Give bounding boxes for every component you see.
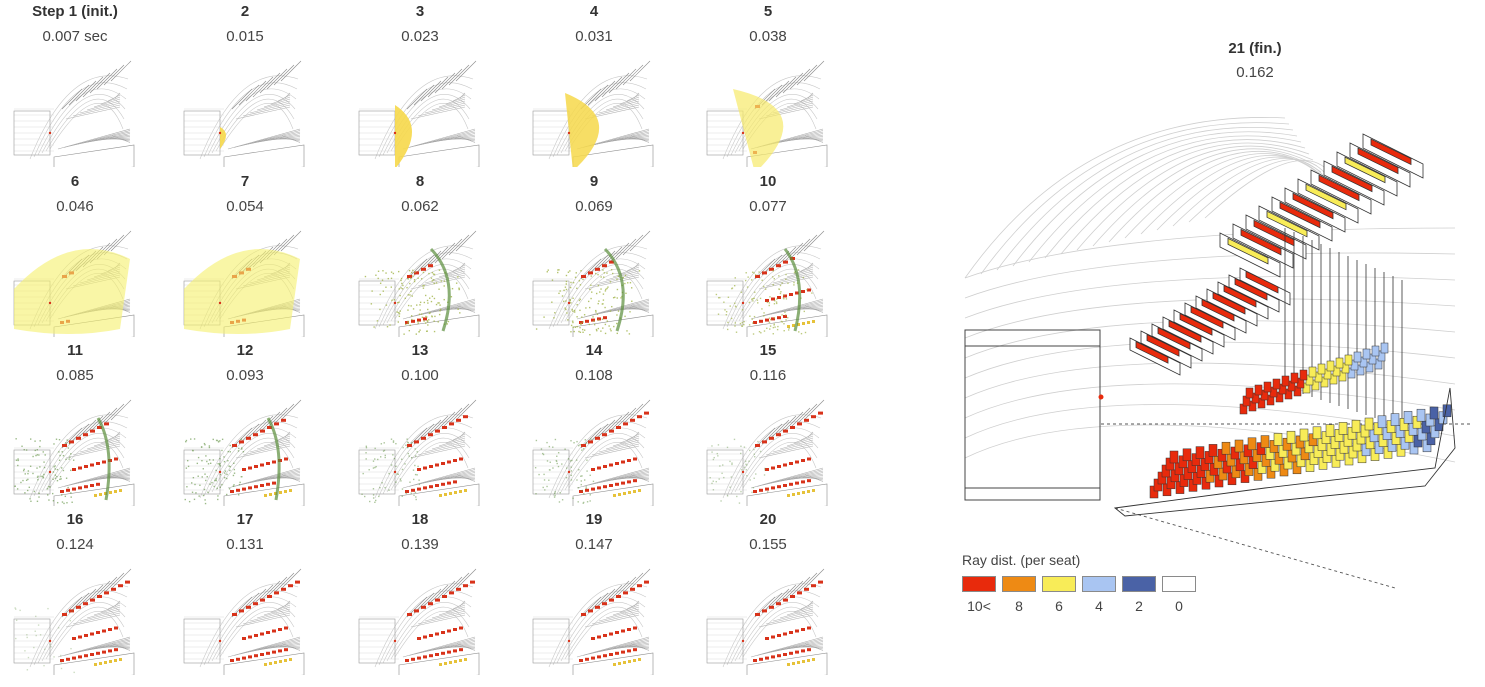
step-time: 0.100 bbox=[401, 367, 439, 384]
thumbnail-diagram bbox=[358, 399, 480, 506]
step-thumbnail: 4 0.031 bbox=[519, 3, 669, 171]
step-label: 11 bbox=[67, 342, 83, 359]
final-step-title: 21 (fin.) bbox=[1228, 40, 1282, 57]
step-label: 3 bbox=[415, 3, 425, 20]
step-label: 2 bbox=[240, 3, 250, 20]
thumbnail-diagram bbox=[532, 568, 654, 675]
step-thumbnail: 10 0.077 bbox=[693, 173, 843, 341]
step-label: 5 bbox=[763, 3, 773, 20]
step-thumbnail: 5 0.038 bbox=[693, 3, 843, 171]
step-time: 0.046 bbox=[56, 198, 94, 215]
step-thumbnail: 11 0.085 bbox=[0, 342, 150, 510]
thumbnail-diagram bbox=[183, 568, 305, 675]
step-thumbnail: 2 0.015 bbox=[170, 3, 320, 171]
thumbnail-diagram bbox=[13, 230, 135, 337]
step-label: 15 bbox=[759, 342, 777, 359]
step-label: 17 bbox=[236, 511, 254, 528]
step-label: 7 bbox=[240, 173, 250, 190]
step-time: 0.038 bbox=[749, 28, 787, 45]
thumbnail-diagram bbox=[183, 230, 305, 337]
step-thumbnail: 3 0.023 bbox=[345, 3, 495, 171]
step-time: 0.069 bbox=[575, 198, 613, 215]
step-time: 0.139 bbox=[401, 536, 439, 553]
step-time: 0.085 bbox=[56, 367, 94, 384]
thumbnail-diagram bbox=[183, 399, 305, 506]
legend-swatch bbox=[1162, 576, 1196, 592]
thumbnail-diagram bbox=[183, 60, 305, 167]
step-label: 16 bbox=[66, 511, 84, 528]
legend-swatch bbox=[1122, 576, 1156, 592]
legend-title: Ray dist. (per seat) bbox=[962, 552, 1081, 568]
legend-label: 8 bbox=[1015, 598, 1023, 614]
legend-swatch bbox=[962, 576, 996, 592]
step-label: 14 bbox=[585, 342, 603, 359]
step-time: 0.124 bbox=[56, 536, 94, 553]
step-time: 0.054 bbox=[226, 198, 264, 215]
step-thumbnail: 20 0.155 bbox=[693, 511, 843, 679]
step-label: 12 bbox=[236, 342, 254, 359]
step-time: 0.007 sec bbox=[42, 28, 108, 45]
legend-swatch bbox=[1042, 576, 1076, 592]
step-thumbnail: 13 0.100 bbox=[345, 342, 495, 510]
ray-distribution-legend: Ray dist. (per seat) 10< 8 6 4 2 0 bbox=[962, 552, 1222, 622]
step-thumbnail: 19 0.147 bbox=[519, 511, 669, 679]
legend-swatch bbox=[1002, 576, 1036, 592]
step-thumbnail: 14 0.108 bbox=[519, 342, 669, 510]
thumbnail-diagram bbox=[706, 399, 828, 506]
thumbnail-diagram bbox=[706, 230, 828, 337]
legend-label: 6 bbox=[1055, 598, 1063, 614]
thumbnail-diagram bbox=[13, 568, 135, 675]
thumbnail-diagram bbox=[13, 399, 135, 506]
step-label: 9 bbox=[589, 173, 599, 190]
thumbnail-diagram bbox=[13, 60, 135, 167]
step-label: 8 bbox=[415, 173, 425, 190]
legend-swatch bbox=[1082, 576, 1116, 592]
step-label: 13 bbox=[411, 342, 429, 359]
step-time: 0.147 bbox=[575, 536, 613, 553]
step-thumbnail: 15 0.116 bbox=[693, 342, 843, 510]
step-time: 0.077 bbox=[749, 198, 787, 215]
legend-label: 2 bbox=[1135, 598, 1143, 614]
step-label: Step 1 (init.) bbox=[32, 3, 118, 20]
step-label: 20 bbox=[759, 511, 777, 528]
step-time: 0.131 bbox=[226, 536, 264, 553]
legend-label: 0 bbox=[1175, 598, 1183, 614]
thumbnail-diagram bbox=[706, 568, 828, 675]
step-label: 19 bbox=[585, 511, 603, 528]
thumbnail-diagram bbox=[532, 230, 654, 337]
thumbnail-diagram bbox=[358, 568, 480, 675]
step-thumbnail: Step 1 (init.) 0.007 sec bbox=[0, 3, 150, 171]
step-time: 0.023 bbox=[401, 28, 439, 45]
step-time: 0.108 bbox=[575, 367, 613, 384]
step-thumbnail: 16 0.124 bbox=[0, 511, 150, 679]
thumbnail-diagram bbox=[358, 60, 480, 167]
step-time: 0.015 bbox=[226, 28, 264, 45]
step-time: 0.062 bbox=[401, 198, 439, 215]
step-thumbnail: 6 0.046 bbox=[0, 173, 150, 341]
step-time: 0.093 bbox=[226, 367, 264, 384]
step-time: 0.155 bbox=[749, 536, 787, 553]
thumbnail-diagram bbox=[358, 230, 480, 337]
step-label: 10 bbox=[759, 173, 777, 190]
thumbnail-diagram bbox=[532, 60, 654, 167]
final-step-time: 0.162 bbox=[1236, 64, 1274, 81]
step-label: 4 bbox=[589, 3, 599, 20]
step-time: 0.031 bbox=[575, 28, 613, 45]
legend-label: 10< bbox=[967, 598, 991, 614]
step-time: 0.116 bbox=[749, 367, 787, 384]
thumbnail-diagram bbox=[532, 399, 654, 506]
step-thumbnail: 9 0.069 bbox=[519, 173, 669, 341]
legend-label: 4 bbox=[1095, 598, 1103, 614]
step-label: 18 bbox=[411, 511, 429, 528]
final-auditorium-diagram bbox=[964, 117, 1470, 589]
step-thumbnail: 7 0.054 bbox=[170, 173, 320, 341]
thumbnail-diagram bbox=[706, 60, 828, 167]
step-thumbnail: 8 0.062 bbox=[345, 173, 495, 341]
step-thumbnail: 17 0.131 bbox=[170, 511, 320, 679]
step-thumbnail: 18 0.139 bbox=[345, 511, 495, 679]
step-label: 6 bbox=[70, 173, 80, 190]
step-thumbnail: 12 0.093 bbox=[170, 342, 320, 510]
